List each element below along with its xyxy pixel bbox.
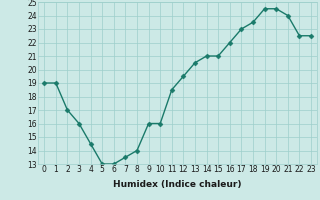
X-axis label: Humidex (Indice chaleur): Humidex (Indice chaleur) [113, 180, 242, 189]
